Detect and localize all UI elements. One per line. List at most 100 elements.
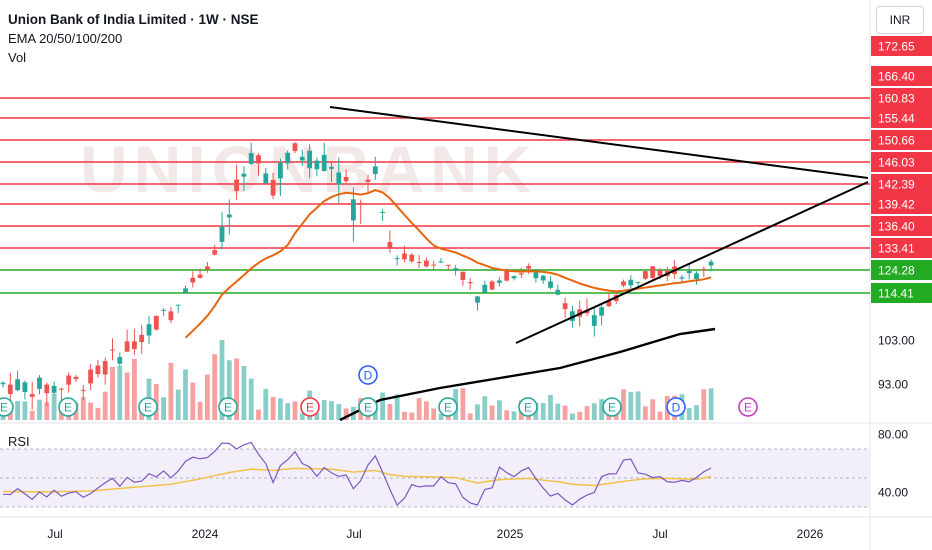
volume-bar	[482, 396, 488, 420]
volume-bar	[394, 394, 400, 420]
price-tick-label: 93.00	[878, 378, 908, 392]
volume-bar	[329, 401, 334, 420]
price-level-badge	[871, 152, 932, 172]
event-marker-e-icon[interactable]: E	[58, 397, 78, 417]
candle-body	[372, 166, 378, 174]
candle-body	[234, 179, 239, 192]
candle-body	[657, 270, 663, 276]
svg-text:E: E	[524, 401, 532, 415]
price-level-badge	[871, 108, 932, 128]
volume-bar	[22, 401, 28, 420]
volume-bar	[132, 359, 137, 420]
candle-body	[0, 382, 6, 385]
candle-body	[628, 279, 634, 286]
candle-body	[409, 254, 415, 262]
svg-text:E: E	[364, 401, 372, 415]
event-marker-e-icon[interactable]: E	[602, 397, 622, 417]
candle-body	[694, 273, 699, 280]
price-tick-label: 124.28	[878, 264, 915, 278]
candle-body	[562, 303, 568, 310]
candle-body	[424, 260, 429, 267]
indicator-label: EMA 20/50/100/200	[8, 31, 123, 46]
candle-body	[599, 307, 604, 316]
price-level-badge	[871, 194, 932, 214]
candle-body	[15, 379, 20, 391]
volume-bar	[292, 401, 298, 420]
candle-body	[161, 309, 166, 311]
volume-bar	[584, 406, 590, 420]
event-marker-e-icon[interactable]: E	[358, 397, 378, 417]
volume-bar	[540, 403, 546, 420]
volume-bar	[650, 399, 656, 420]
candle-body	[438, 261, 444, 263]
volume-bar	[15, 401, 20, 420]
candle-body	[37, 377, 42, 389]
candle-body	[540, 275, 546, 281]
candle-body	[7, 384, 13, 395]
price-level-badge	[871, 216, 932, 236]
event-marker-d-icon[interactable]: D	[358, 365, 378, 385]
candle-body	[226, 214, 232, 218]
candle-body	[394, 258, 400, 260]
time-tick-label: 2025	[497, 527, 524, 541]
svg-text:E: E	[144, 401, 152, 415]
event-marker-e-icon[interactable]: E	[738, 397, 758, 417]
svg-text:E: E	[0, 401, 8, 415]
candle-body	[343, 176, 349, 182]
candle-body	[59, 388, 64, 390]
volume-bar	[80, 397, 86, 420]
volume-bar	[591, 403, 597, 420]
time-tick-label: Jul	[652, 527, 667, 541]
candle-body	[497, 280, 502, 283]
volume-bar	[175, 389, 181, 420]
volume-bar	[548, 395, 553, 420]
candle-body	[570, 311, 575, 321]
volume-bar	[234, 358, 239, 420]
volume-bar	[343, 408, 349, 420]
svg-text:D: D	[672, 401, 681, 415]
price-tick-label: 160.83	[878, 92, 915, 106]
candle-body	[650, 266, 656, 278]
volume-bar	[424, 401, 429, 420]
candle-body	[621, 281, 626, 286]
event-marker-e-icon[interactable]: E	[438, 397, 458, 417]
volume-bar	[643, 406, 648, 420]
candle-body	[365, 179, 371, 183]
candle-body	[278, 162, 283, 179]
price-level-badge	[871, 88, 932, 108]
event-marker-e-icon[interactable]: E	[218, 397, 238, 417]
event-marker-e-icon[interactable]: E	[300, 397, 320, 417]
event-marker-e-icon[interactable]: E	[0, 397, 14, 417]
volume-bar	[409, 412, 415, 420]
candle-body	[270, 179, 276, 196]
volume-bar	[628, 392, 634, 420]
price-level-badge	[871, 283, 932, 303]
event-marker-e-icon[interactable]: E	[138, 397, 158, 417]
candle-body	[102, 361, 108, 375]
candle-body	[299, 156, 305, 161]
candle-body	[518, 273, 524, 275]
currency-button[interactable]: INR	[876, 6, 924, 34]
svg-text:E: E	[444, 401, 452, 415]
candle-body	[168, 311, 174, 321]
candle-body	[431, 264, 437, 266]
candle-body	[351, 199, 356, 221]
price-tick-label: 146.03	[878, 156, 915, 170]
candle-body	[66, 375, 72, 385]
volume-bar	[190, 382, 196, 420]
volume-bar	[562, 405, 568, 420]
volume-bar	[219, 340, 225, 420]
event-marker-d-icon[interactable]: D	[666, 397, 686, 417]
price-level-badge	[871, 36, 932, 56]
price-level-badge	[871, 174, 932, 194]
event-marker-e-icon[interactable]: E	[518, 397, 538, 417]
candle-body	[285, 152, 291, 164]
volume-bar	[226, 360, 232, 420]
volume-bar	[168, 362, 174, 420]
candle-body	[263, 173, 269, 184]
volume-bar	[489, 405, 495, 420]
price-level-badge	[871, 260, 932, 280]
chart-legend: Union Bank of India Limited · 1W · NSE E…	[8, 10, 259, 67]
svg-text:E: E	[608, 401, 616, 415]
